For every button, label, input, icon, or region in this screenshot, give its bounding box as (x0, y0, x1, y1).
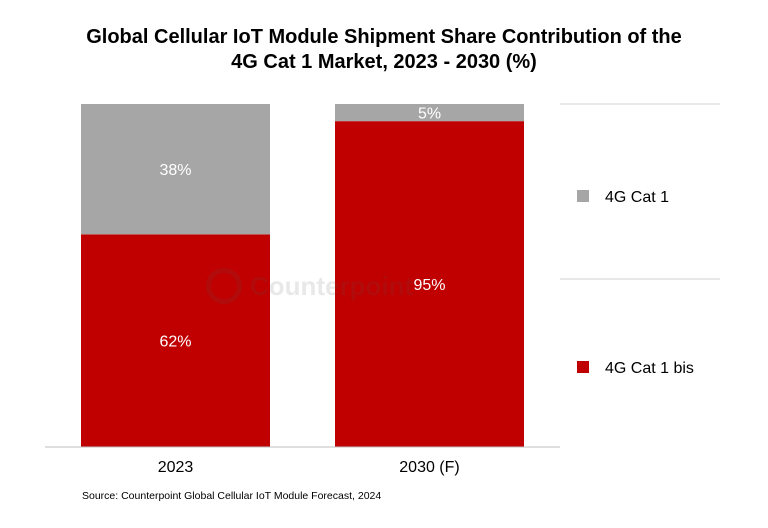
source-note: Source: Counterpoint Global Cellular IoT… (82, 490, 382, 502)
bar-4g-cat-1-2030F (335, 104, 524, 122)
legend-label: 4G Cat 1 bis (605, 360, 694, 377)
data-label: 38% (159, 162, 191, 179)
legend-swatch (577, 190, 589, 202)
bar-4g-cat-1-bis-2030F (335, 121, 524, 448)
data-label: 62% (159, 334, 191, 351)
data-label: 5% (418, 106, 441, 123)
x-tick-label: 2023 (158, 459, 194, 476)
bar-4g-cat-1-2023 (81, 104, 270, 235)
bar-4g-cat-1-bis-2023 (81, 234, 270, 447)
x-tick-label: 2030 (F) (399, 459, 459, 476)
data-label: 95% (413, 277, 445, 294)
legend-swatch (577, 361, 589, 373)
chart-title-line1: Global Cellular IoT Module Shipment Shar… (86, 26, 682, 48)
legend-label: 4G Cat 1 (605, 189, 669, 206)
chart-title-line2: 4G Cat 1 Market, 2023 - 2030 (%) (231, 51, 537, 73)
